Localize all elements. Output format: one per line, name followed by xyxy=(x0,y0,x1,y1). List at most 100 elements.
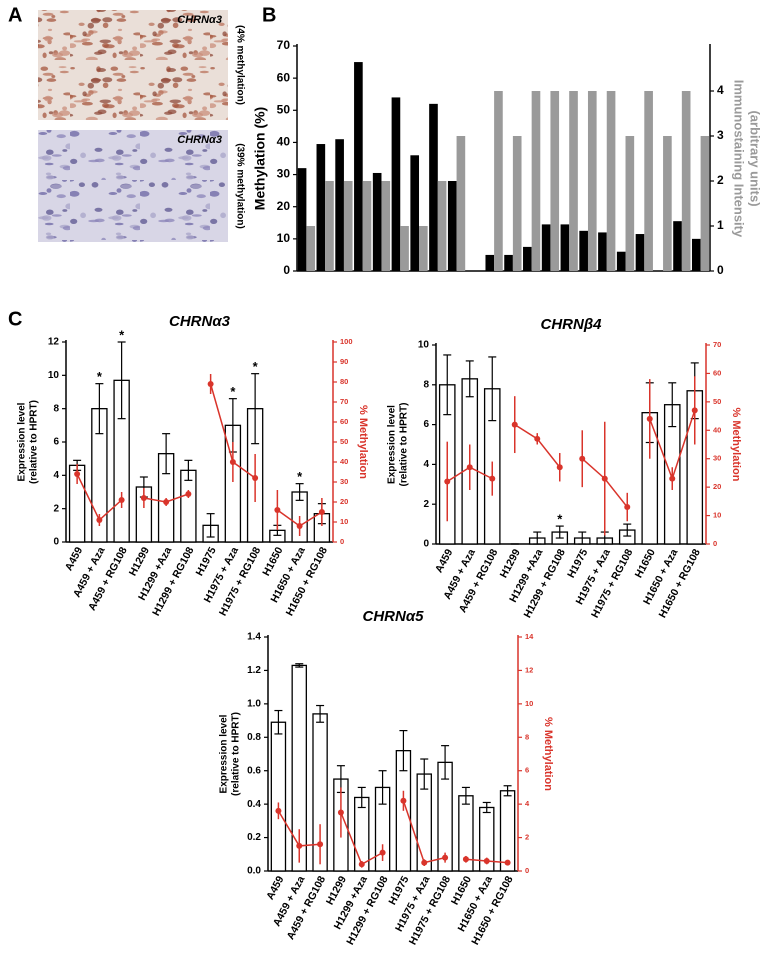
methylation-point xyxy=(534,435,541,442)
y2-axis-label: % Methylation xyxy=(730,408,742,482)
y-tick-label: 10 xyxy=(277,231,291,245)
methylation-point xyxy=(118,497,125,503)
y-axis-label: Expression level xyxy=(17,402,28,481)
bar xyxy=(354,796,370,872)
methylation-point xyxy=(466,464,473,471)
y2-tick-label: 2 xyxy=(525,833,529,842)
bar xyxy=(494,91,503,271)
bar xyxy=(691,238,701,271)
methylation-point xyxy=(646,415,653,422)
bar xyxy=(391,97,401,271)
bar xyxy=(447,181,457,271)
y-tick-label: 1.4 xyxy=(247,632,261,643)
y2-tick-label: 2 xyxy=(717,173,724,187)
x-tick-label: A459 xyxy=(433,547,455,575)
y-tick-label: 20 xyxy=(277,199,291,213)
y2-tick-label: 70 xyxy=(340,397,348,406)
y-tick-label: 4 xyxy=(423,459,429,470)
panel-label: C xyxy=(8,308,22,330)
y2-tick-label: 30 xyxy=(713,454,721,463)
y2-tick-label: 0 xyxy=(717,263,724,277)
methylation-point xyxy=(601,475,608,482)
bar xyxy=(579,230,588,271)
bar xyxy=(541,224,551,271)
bar xyxy=(335,139,344,271)
y2-tick-label: 10 xyxy=(340,517,348,526)
significance-mark: * xyxy=(97,369,103,384)
methylation-point xyxy=(504,859,511,866)
y2-tick-label: 30 xyxy=(340,477,348,486)
y-tick-label: 0 xyxy=(53,537,59,548)
y2-tick-label: 60 xyxy=(713,368,721,377)
image-title: CHRNα3 xyxy=(177,134,222,146)
chart-title: CHRNβ4 xyxy=(541,316,603,333)
micrograph-texture xyxy=(38,130,228,242)
y-axis-label: (relative to HPRT) xyxy=(29,400,40,484)
y-tick-label: 1.2 xyxy=(247,665,261,676)
y-axis-label: (relative to HPRT) xyxy=(231,712,242,796)
chart-title: CHRNα5 xyxy=(363,608,425,625)
panel-label: B xyxy=(262,4,276,26)
methylation-point xyxy=(274,507,281,513)
methylation-point xyxy=(400,797,407,804)
methylation-point xyxy=(421,859,428,866)
bar xyxy=(419,226,428,271)
y-tick-label: 30 xyxy=(277,167,291,181)
methylation-point xyxy=(296,842,303,849)
significance-mark: * xyxy=(297,469,303,484)
methylation-line xyxy=(514,423,561,468)
image-caption: (4% methylation) xyxy=(234,25,245,105)
bar xyxy=(550,91,560,271)
bar xyxy=(410,155,420,271)
bar xyxy=(512,136,522,271)
methylation-point xyxy=(442,854,449,861)
y-tick-label: 0.6 xyxy=(247,765,261,776)
y2-tick-label: 14 xyxy=(525,632,534,641)
y-tick-label: 10 xyxy=(418,340,430,351)
bar xyxy=(362,181,372,271)
significance-mark: * xyxy=(119,327,125,342)
bar xyxy=(523,246,532,271)
methylation-point xyxy=(252,475,259,481)
y-tick-label: 0.8 xyxy=(247,732,261,743)
y-tick-label: 6 xyxy=(53,437,59,448)
y-tick-label: 0.2 xyxy=(247,832,261,843)
y-tick-label: 12 xyxy=(48,337,60,348)
x-tick-label: A459 xyxy=(63,545,85,573)
y2-tick-label: 90 xyxy=(340,357,348,366)
y-tick-label: 0.0 xyxy=(247,866,261,877)
bar xyxy=(325,181,334,271)
methylation-point xyxy=(624,504,631,511)
y2-tick-label: 8 xyxy=(525,732,529,741)
y-axis-label: Expression level xyxy=(219,714,230,793)
y-tick-label: 10 xyxy=(48,370,60,381)
bar xyxy=(381,181,391,271)
y2-tick-label: 0 xyxy=(713,539,717,548)
methylation-point xyxy=(207,381,214,387)
y2-tick-label: 70 xyxy=(713,340,721,349)
bar xyxy=(625,136,635,271)
y2-tick-label: 6 xyxy=(525,766,529,775)
y2-tick-label: 4 xyxy=(717,83,724,97)
chart-title: CHRNα3 xyxy=(169,313,231,330)
methylation-point xyxy=(296,523,303,529)
bar xyxy=(297,168,307,271)
methylation-point xyxy=(511,421,518,428)
significance-mark: * xyxy=(557,512,563,527)
bar xyxy=(635,234,645,271)
y2-tick-label: 0 xyxy=(525,866,529,875)
y2-tick-label: 80 xyxy=(340,377,348,386)
significance-mark: * xyxy=(230,384,236,399)
y2-tick-label: 50 xyxy=(713,397,721,406)
methylation-point xyxy=(318,509,325,515)
y-tick-label: 0 xyxy=(423,539,429,550)
y-tick-label: 2 xyxy=(423,499,429,510)
bar xyxy=(606,91,616,271)
y2-tick-label: 4 xyxy=(525,799,530,808)
y2-axis-label: (arbitrary units) xyxy=(748,110,763,206)
bar xyxy=(700,136,710,271)
bar xyxy=(569,91,578,271)
y-tick-label: 6 xyxy=(423,419,429,430)
y2-tick-label: 10 xyxy=(525,699,533,708)
methylation-point xyxy=(317,841,324,848)
